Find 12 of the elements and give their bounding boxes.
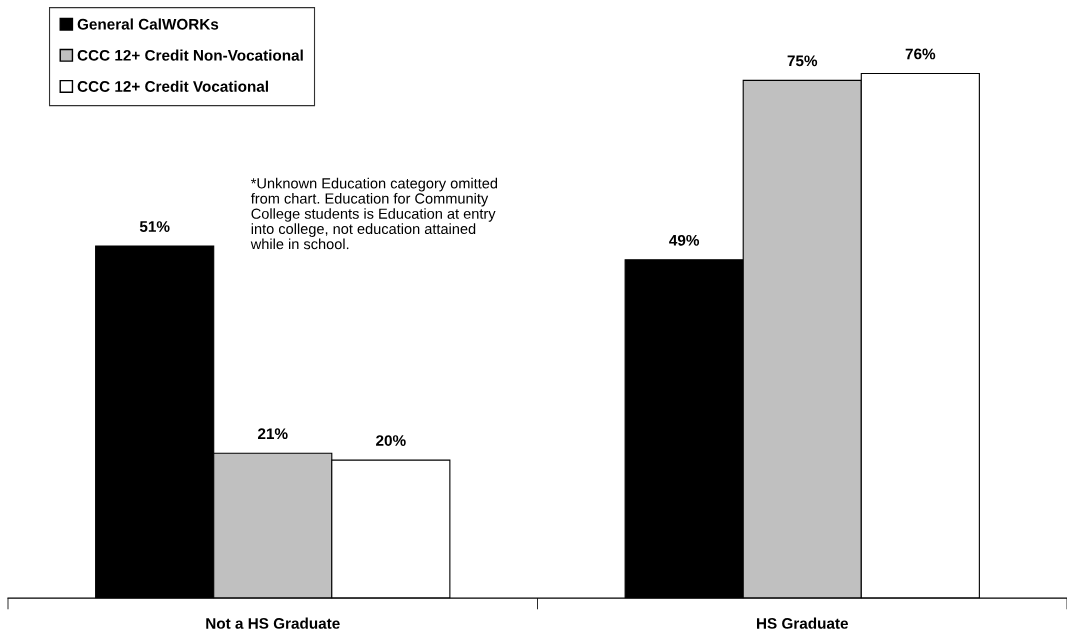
data-label: 20% — [376, 435, 406, 446]
data-label: 49% — [669, 234, 700, 246]
annotation: *Unknown Education category omitted from chart. Education for Community College students is Education at entry into college, not education attained while in school. — [250, 177, 498, 250]
data-label: 76% — [905, 48, 936, 60]
data-label: 75% — [787, 55, 818, 67]
x-tick-label: Not a HS Graduate — [206, 617, 340, 629]
data-label: 21% — [257, 428, 288, 440]
legend-label: General CalWORKs — [77, 18, 219, 30]
x-tick-label: HS Graduate — [757, 617, 848, 629]
legend-label: CCC 12+ Credit Vocational — [77, 80, 268, 92]
legend-label: CCC 12+ Credit Non-Vocational — [77, 49, 303, 61]
data-label: 51% — [139, 221, 170, 232]
